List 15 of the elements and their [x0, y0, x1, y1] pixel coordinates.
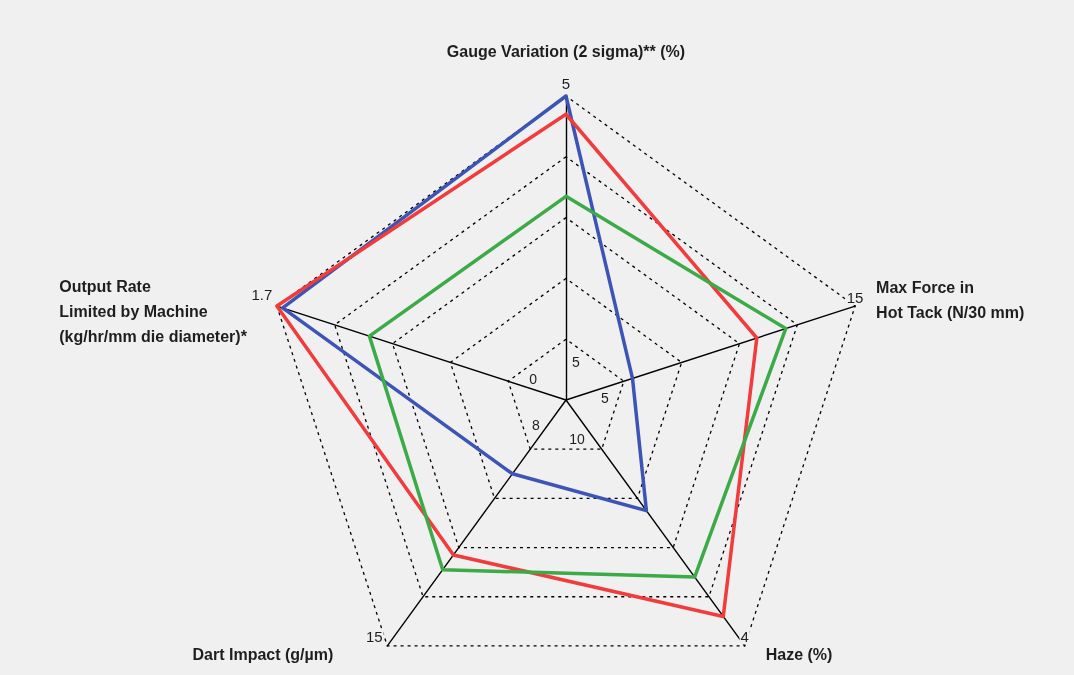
text: 15 — [365, 628, 383, 646]
text: 8 — [531, 416, 540, 433]
spoke-label: Max Force in Hot Tack (N/30 mm) — [876, 279, 1025, 322]
spoke-label: Gauge Variation (2 sigma)** (%) — [446, 43, 686, 60]
spoke-label: Haze (%) — [765, 646, 833, 664]
text: 15 — [846, 288, 864, 306]
text: 0 — [529, 370, 538, 387]
text: 4 — [740, 628, 749, 646]
text: 5 — [561, 74, 571, 92]
text: 10 — [569, 430, 585, 447]
text: 5 — [571, 354, 580, 371]
spoke-label: Dart Impact (g/µm) — [192, 646, 334, 664]
text: 5 — [601, 389, 610, 406]
spoke-label: Output Rate Limited by Machine (kg/hr/mm die diameter)* — [59, 277, 248, 345]
text: 1.7 — [251, 285, 273, 303]
